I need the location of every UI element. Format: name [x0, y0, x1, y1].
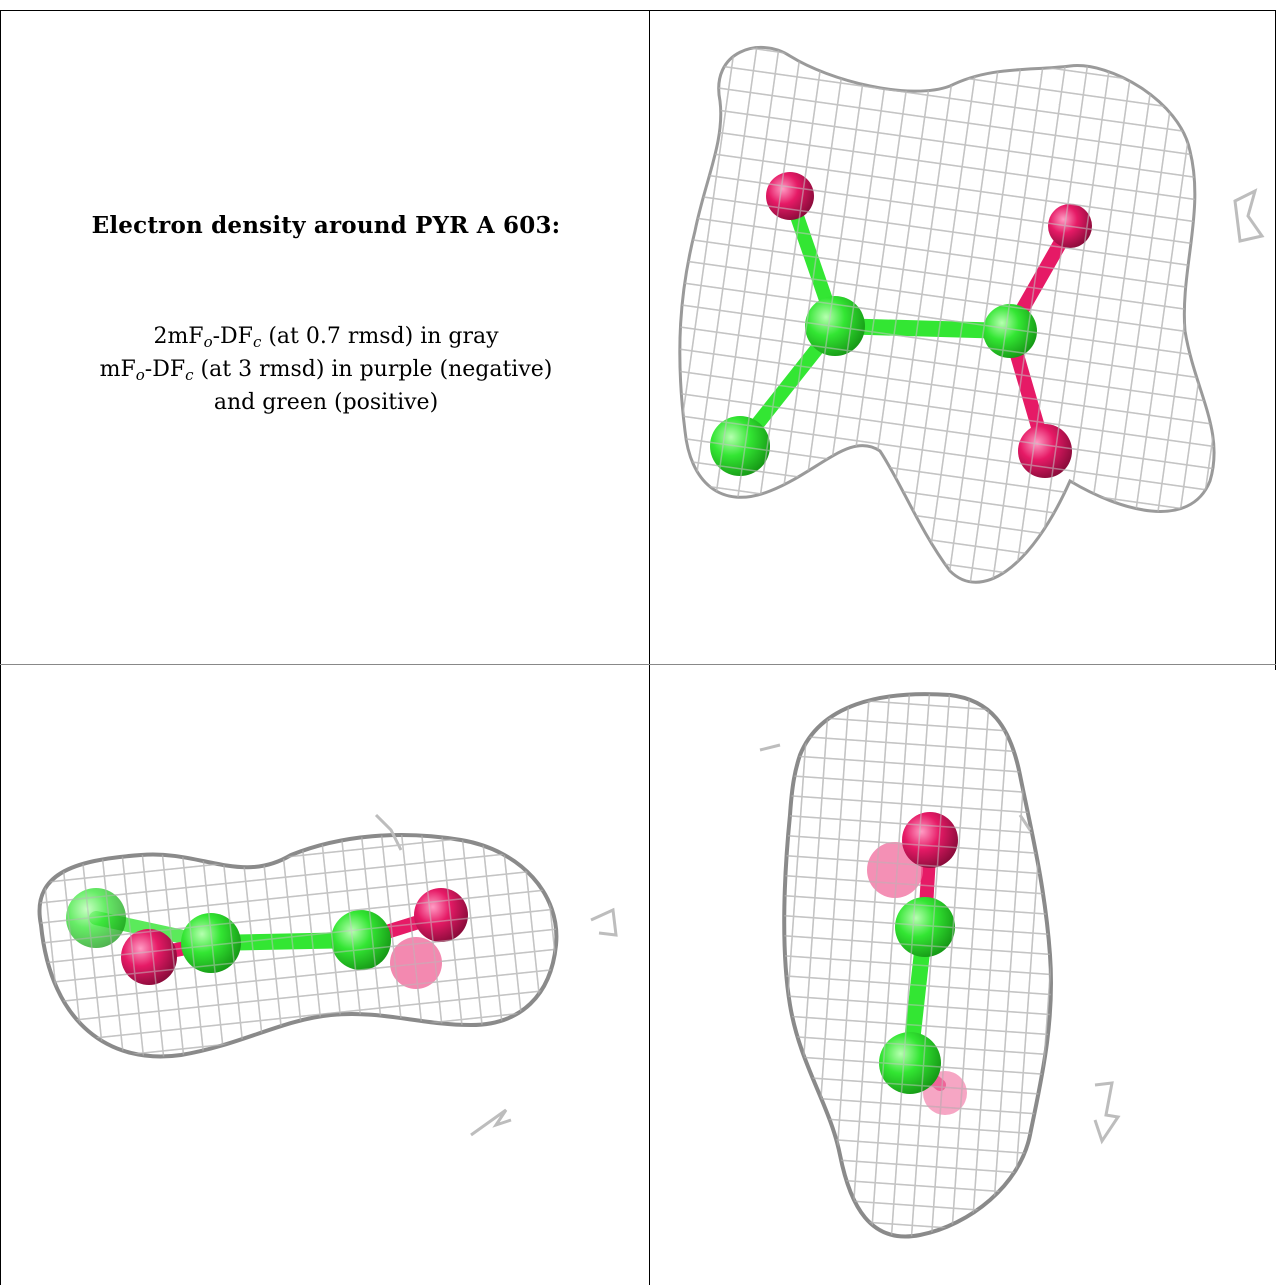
table-divider-horizontal — [0, 664, 1276, 665]
density-view-bottom-left — [1, 665, 649, 1285]
view-bottom-left-svg — [37, 813, 618, 1137]
table-border-left — [0, 10, 1, 1285]
density-view-top-right — [650, 11, 1275, 664]
view-bottom-right-svg — [759, 692, 1121, 1239]
density-view-bottom-right — [650, 665, 1275, 1285]
mesh-2fofc-front — [784, 694, 1051, 1237]
view-top-right-svg — [678, 46, 1265, 584]
mesh-2fofc-front — [679, 47, 1215, 583]
table-divider-vertical — [649, 10, 650, 1285]
table-border-top — [0, 10, 1276, 11]
mesh-2fofc-front — [39, 835, 557, 1057]
figure-title: Electron density around PYR A 603: — [91, 212, 561, 239]
map-fofc-description: mFo-DFc (at 3 rmsd) in purple (negative) — [99, 357, 553, 384]
map-2fofc-description: 2mFo-DFc (at 0.7 rmsd) in gray — [153, 324, 499, 351]
map-fofc-description-continued: and green (positive) — [213, 390, 439, 415]
